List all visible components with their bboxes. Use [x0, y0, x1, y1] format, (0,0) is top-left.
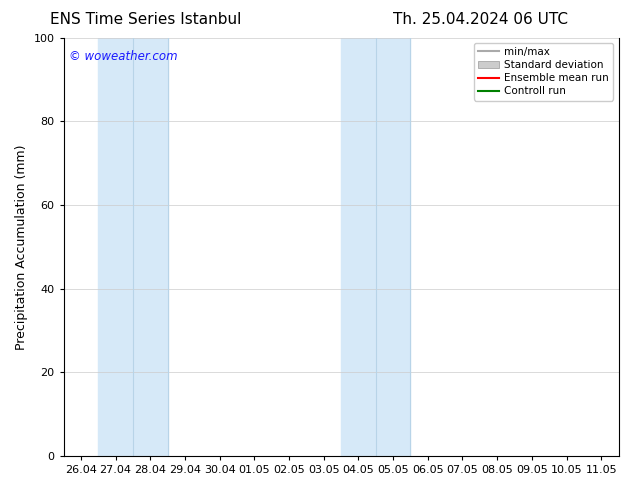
- Y-axis label: Precipitation Accumulation (mm): Precipitation Accumulation (mm): [15, 144, 28, 349]
- Bar: [98, 38, 167, 456]
- Bar: [341, 38, 410, 456]
- Text: Th. 25.04.2024 06 UTC: Th. 25.04.2024 06 UTC: [393, 12, 568, 27]
- Text: © woweather.com: © woweather.com: [69, 50, 178, 63]
- Legend: min/max, Standard deviation, Ensemble mean run, Controll run: min/max, Standard deviation, Ensemble me…: [474, 43, 613, 100]
- Text: ENS Time Series Istanbul: ENS Time Series Istanbul: [49, 12, 241, 27]
